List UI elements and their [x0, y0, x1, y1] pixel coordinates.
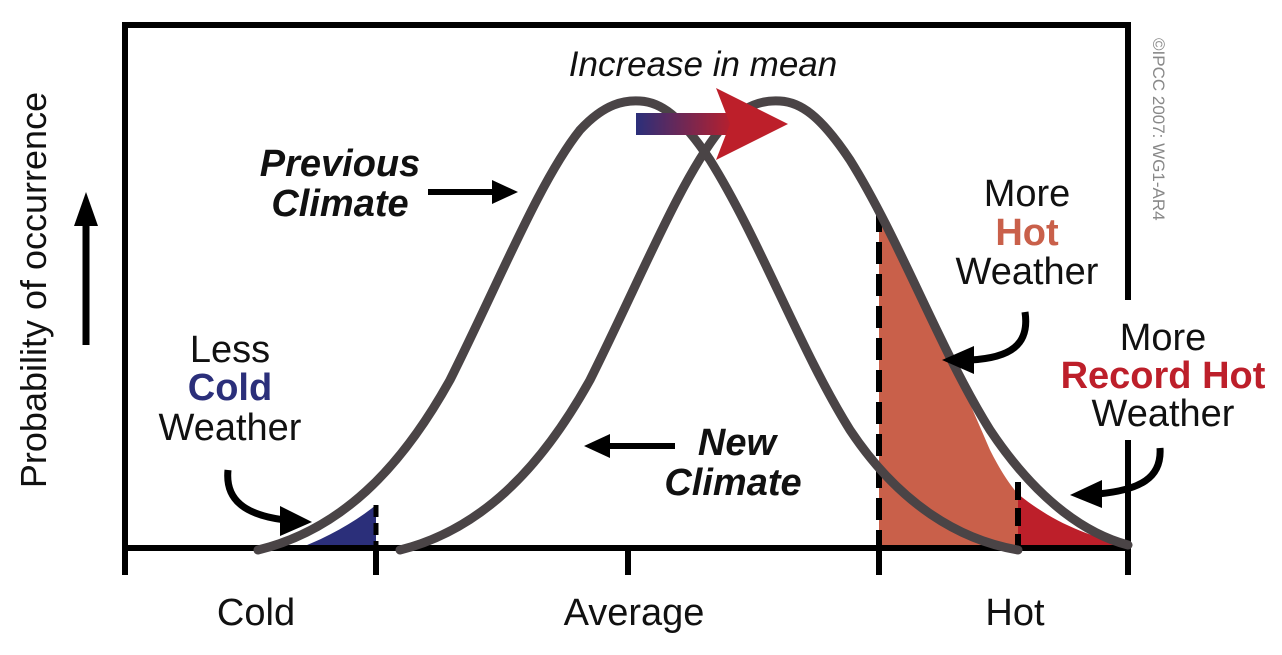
previous-climate-curve [253, 96, 1023, 555]
plot-frame [122, 22, 1131, 548]
record-hot-pointer-arrow-icon [1070, 447, 1164, 508]
x-tick-cold: Cold [217, 592, 295, 634]
x-tick-hot: Hot [985, 592, 1045, 634]
more-hot-line3: Weather [956, 251, 1099, 293]
ipcc-credit: ©IPCC 2007: WG1-AR4 [1149, 38, 1168, 221]
less-cold-line1: Less [190, 329, 270, 371]
y-axis-label: Probability of occurrence [13, 92, 54, 488]
increase-in-mean-label: Increase in mean [569, 45, 837, 84]
record-hot-tail-fill [1018, 494, 1128, 548]
less-cold-line2: Cold [188, 367, 272, 409]
more-hot-pointer-arrow-icon [942, 311, 1030, 374]
more-hot-line1: More [984, 173, 1071, 215]
hot-tail-fill [879, 218, 1018, 548]
new-climate-arrow-icon [584, 434, 675, 458]
increase-in-mean-arrow [636, 88, 788, 160]
previous-climate-label-line1: Previous [260, 143, 421, 185]
previous-climate-arrow-icon [428, 180, 518, 204]
record-hot-line2: Record Hot [1061, 355, 1266, 397]
record-hot-line1: More [1120, 317, 1207, 359]
more-hot-line2: Hot [995, 212, 1059, 254]
new-climate-label-line2: Climate [664, 462, 801, 504]
y-axis-up-arrow-icon [74, 192, 98, 345]
x-tick-average: Average [564, 592, 705, 634]
less-cold-line3: Weather [159, 407, 302, 449]
less-cold-pointer-arrow-icon [224, 469, 312, 536]
cold-tail-fill [300, 505, 376, 548]
record-hot-line3: Weather [1092, 393, 1235, 435]
new-climate-curve [395, 96, 1133, 555]
new-climate-label-line1: New [698, 422, 779, 464]
previous-climate-label-line2: Climate [271, 183, 408, 225]
